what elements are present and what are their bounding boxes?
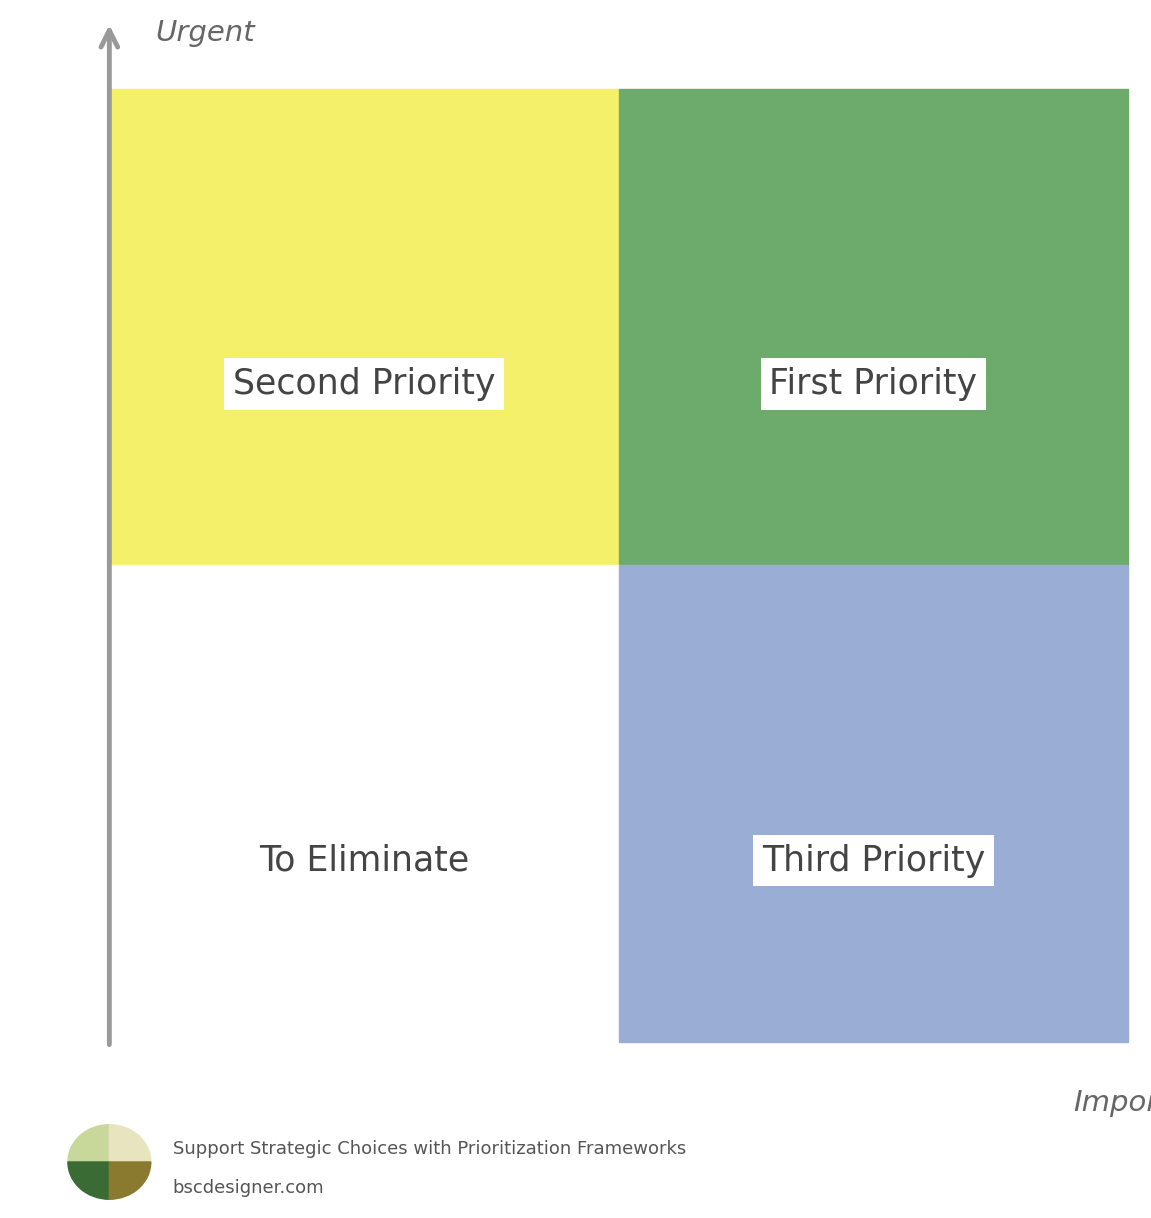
- Wedge shape: [68, 1162, 109, 1200]
- Text: Support Strategic Choices with Prioritization Frameworks: Support Strategic Choices with Prioritiz…: [173, 1140, 686, 1157]
- Text: First Priority: First Priority: [769, 367, 977, 401]
- Text: bscdesigner.com: bscdesigner.com: [173, 1179, 325, 1196]
- Wedge shape: [68, 1124, 109, 1162]
- Wedge shape: [109, 1162, 151, 1200]
- Text: Second Priority: Second Priority: [233, 367, 495, 401]
- Bar: [619, 89, 1128, 565]
- Text: To Eliminate: To Eliminate: [259, 844, 470, 878]
- Bar: [109, 565, 619, 1041]
- Text: Urgent: Urgent: [155, 19, 256, 48]
- Bar: [109, 89, 619, 565]
- Bar: [619, 565, 1128, 1041]
- Wedge shape: [109, 1124, 151, 1162]
- Text: Third Priority: Third Priority: [762, 844, 985, 878]
- Text: Important: Important: [1073, 1089, 1151, 1117]
